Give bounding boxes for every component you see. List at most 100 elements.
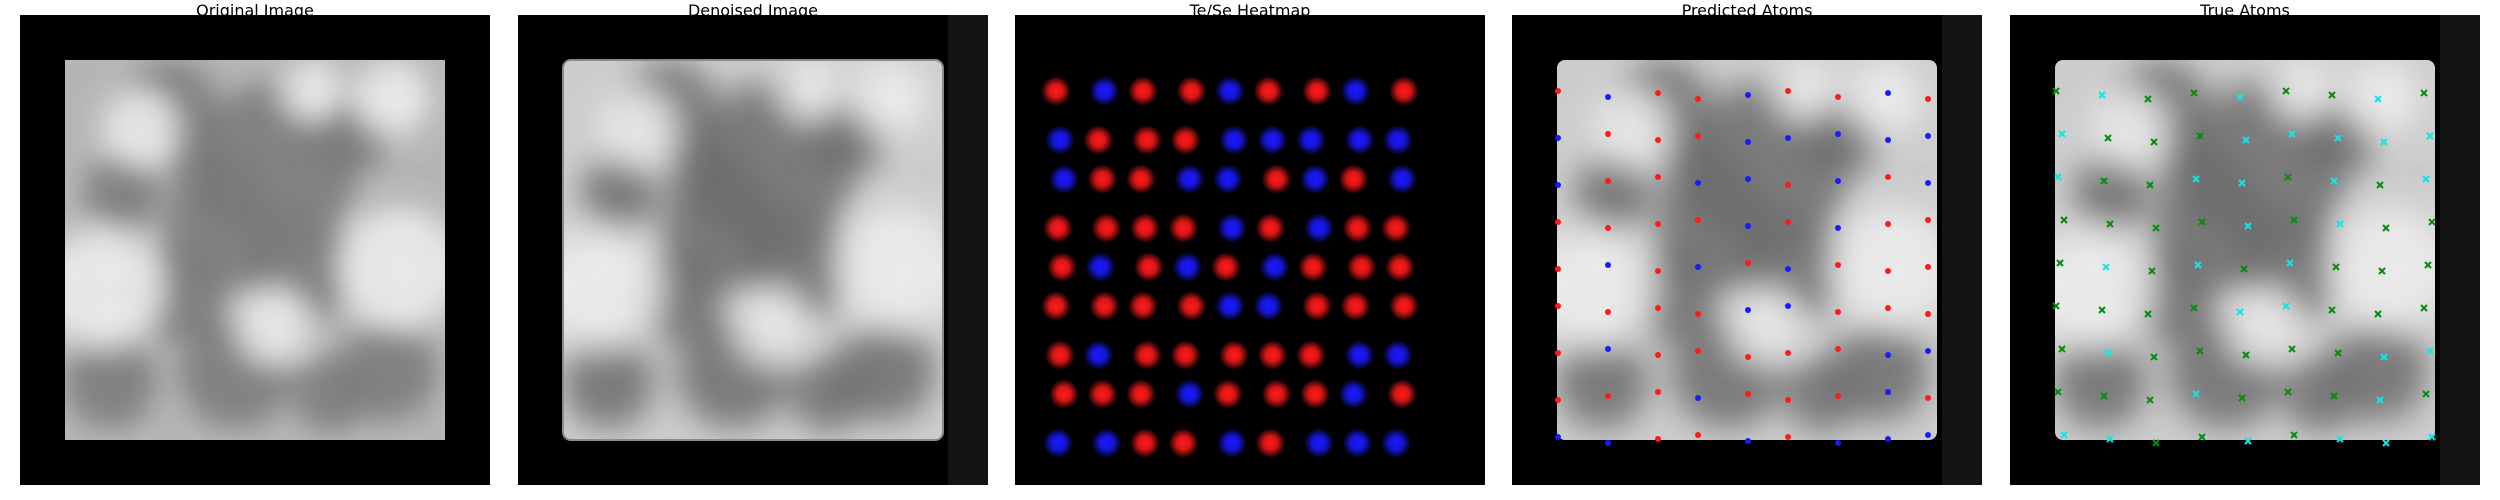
predicted-te-atom bbox=[1655, 268, 1661, 274]
true-se-atom bbox=[2286, 259, 2294, 267]
true-te-atom bbox=[2290, 431, 2298, 439]
predicted-se-atom bbox=[1925, 432, 1931, 438]
panel-title-true: True Atoms bbox=[2200, 1, 2290, 20]
predicted-te-atom bbox=[1555, 266, 1561, 272]
predicted-se-atom bbox=[1925, 348, 1931, 354]
te-blob bbox=[1213, 379, 1243, 409]
te-blob bbox=[1041, 76, 1071, 106]
true-te-atom bbox=[2420, 89, 2428, 97]
te-blob bbox=[1389, 291, 1419, 321]
true-te-atom bbox=[2148, 267, 2156, 275]
predicted-se-atom bbox=[1695, 264, 1701, 270]
true-se-atom bbox=[2426, 347, 2434, 355]
predicted-te-atom bbox=[1835, 346, 1841, 352]
se-blob bbox=[1049, 164, 1079, 194]
se-blob bbox=[1340, 76, 1371, 106]
predicted-se-atom bbox=[1885, 436, 1891, 442]
true-se-atom bbox=[2380, 138, 2388, 146]
true-te-atom bbox=[2152, 224, 2160, 232]
predicted-te-atom bbox=[1695, 96, 1701, 102]
true-se-atom bbox=[2382, 439, 2390, 447]
se-blob bbox=[1296, 125, 1326, 155]
true-se-atom bbox=[2380, 353, 2388, 361]
predicted-se-atom bbox=[1885, 137, 1891, 143]
predicted-te-atom bbox=[1655, 221, 1661, 227]
predicted-se-atom bbox=[1555, 434, 1561, 440]
predicted-se-atom bbox=[1835, 131, 1841, 137]
true-te-atom bbox=[2052, 87, 2060, 95]
predicted-te-atom bbox=[1655, 90, 1661, 96]
true-te-atom bbox=[2144, 95, 2152, 103]
true-te-atom bbox=[2190, 89, 2198, 97]
predicted-te-atom bbox=[1785, 397, 1791, 403]
true-te-atom bbox=[2100, 392, 2108, 400]
predicted-se-atom bbox=[1605, 94, 1611, 100]
true-se-atom bbox=[2192, 390, 2200, 398]
true-se-atom bbox=[2336, 220, 2344, 228]
true-se-atom bbox=[2058, 130, 2066, 138]
true-te-atom bbox=[2374, 310, 2382, 318]
se-blob bbox=[1043, 428, 1073, 458]
te-blob bbox=[1049, 379, 1079, 409]
true-te-atom bbox=[2288, 345, 2296, 353]
predicted-se-atom bbox=[1925, 180, 1931, 186]
true-se-atom bbox=[2244, 437, 2252, 445]
true-se-atom bbox=[2242, 136, 2250, 144]
true-se-atom bbox=[2374, 95, 2382, 103]
te-blob bbox=[1302, 291, 1332, 321]
true-se-atom bbox=[2422, 175, 2430, 183]
predicted-se-atom bbox=[1835, 440, 1841, 446]
te-blob bbox=[1170, 340, 1201, 370]
true-te-atom bbox=[2330, 392, 2338, 400]
predicted-te-atom bbox=[1605, 178, 1611, 184]
true-te-atom bbox=[2376, 181, 2384, 189]
micrograph-texture bbox=[1557, 60, 1937, 440]
se-blob bbox=[1259, 252, 1290, 282]
true-se-atom bbox=[2334, 134, 2342, 142]
predicted-te-atom bbox=[1555, 88, 1561, 94]
predicted-te-atom bbox=[1885, 174, 1891, 180]
te-blob bbox=[1387, 379, 1417, 409]
se-blob bbox=[1344, 125, 1375, 155]
te-blob bbox=[1381, 213, 1411, 243]
se-blob bbox=[1257, 125, 1288, 155]
se-blob bbox=[1304, 428, 1334, 458]
predicted-te-atom bbox=[1785, 350, 1791, 356]
te-blob bbox=[1132, 340, 1162, 370]
predicted-te-atom bbox=[1655, 436, 1661, 442]
te-blob bbox=[1047, 252, 1077, 282]
se-blob bbox=[1172, 252, 1203, 282]
true-te-atom bbox=[2238, 394, 2246, 402]
true-te-atom bbox=[2378, 267, 2386, 275]
predicted-se-atom bbox=[1785, 266, 1791, 272]
true-te-atom bbox=[2428, 218, 2436, 226]
heatmap-blobs bbox=[1041, 76, 1419, 458]
te-blob bbox=[1385, 252, 1415, 282]
se-blob bbox=[1174, 164, 1205, 194]
true-se-atom bbox=[2244, 222, 2252, 230]
true-atom-markers bbox=[2052, 87, 2436, 447]
true-te-atom bbox=[2150, 353, 2158, 361]
predicted-te-atom bbox=[1555, 303, 1561, 309]
se-blob bbox=[1387, 164, 1417, 194]
true-te-atom bbox=[2146, 181, 2154, 189]
se-blob bbox=[1083, 340, 1114, 370]
predicted-te-atom bbox=[1655, 174, 1661, 180]
te-blob bbox=[1219, 340, 1249, 370]
te-blob bbox=[1128, 76, 1158, 106]
predicted-se-atom bbox=[1745, 223, 1751, 229]
te-blob bbox=[1176, 291, 1207, 321]
te-blob bbox=[1338, 164, 1369, 194]
panel-original: Original Image bbox=[20, 3, 490, 485]
te-blob bbox=[1302, 76, 1332, 106]
te-blob bbox=[1091, 213, 1122, 243]
true-se-atom bbox=[2376, 396, 2384, 404]
predicted-se-atom bbox=[1835, 178, 1841, 184]
predicted-se-atom bbox=[1745, 438, 1751, 444]
te-blob bbox=[1132, 125, 1162, 155]
predicted-te-atom bbox=[1885, 305, 1891, 311]
true-se-atom bbox=[2288, 130, 2296, 138]
predicted-se-atom bbox=[1745, 139, 1751, 145]
heatmap-canvas bbox=[1041, 76, 1419, 458]
predicted-se-atom bbox=[1745, 176, 1751, 182]
